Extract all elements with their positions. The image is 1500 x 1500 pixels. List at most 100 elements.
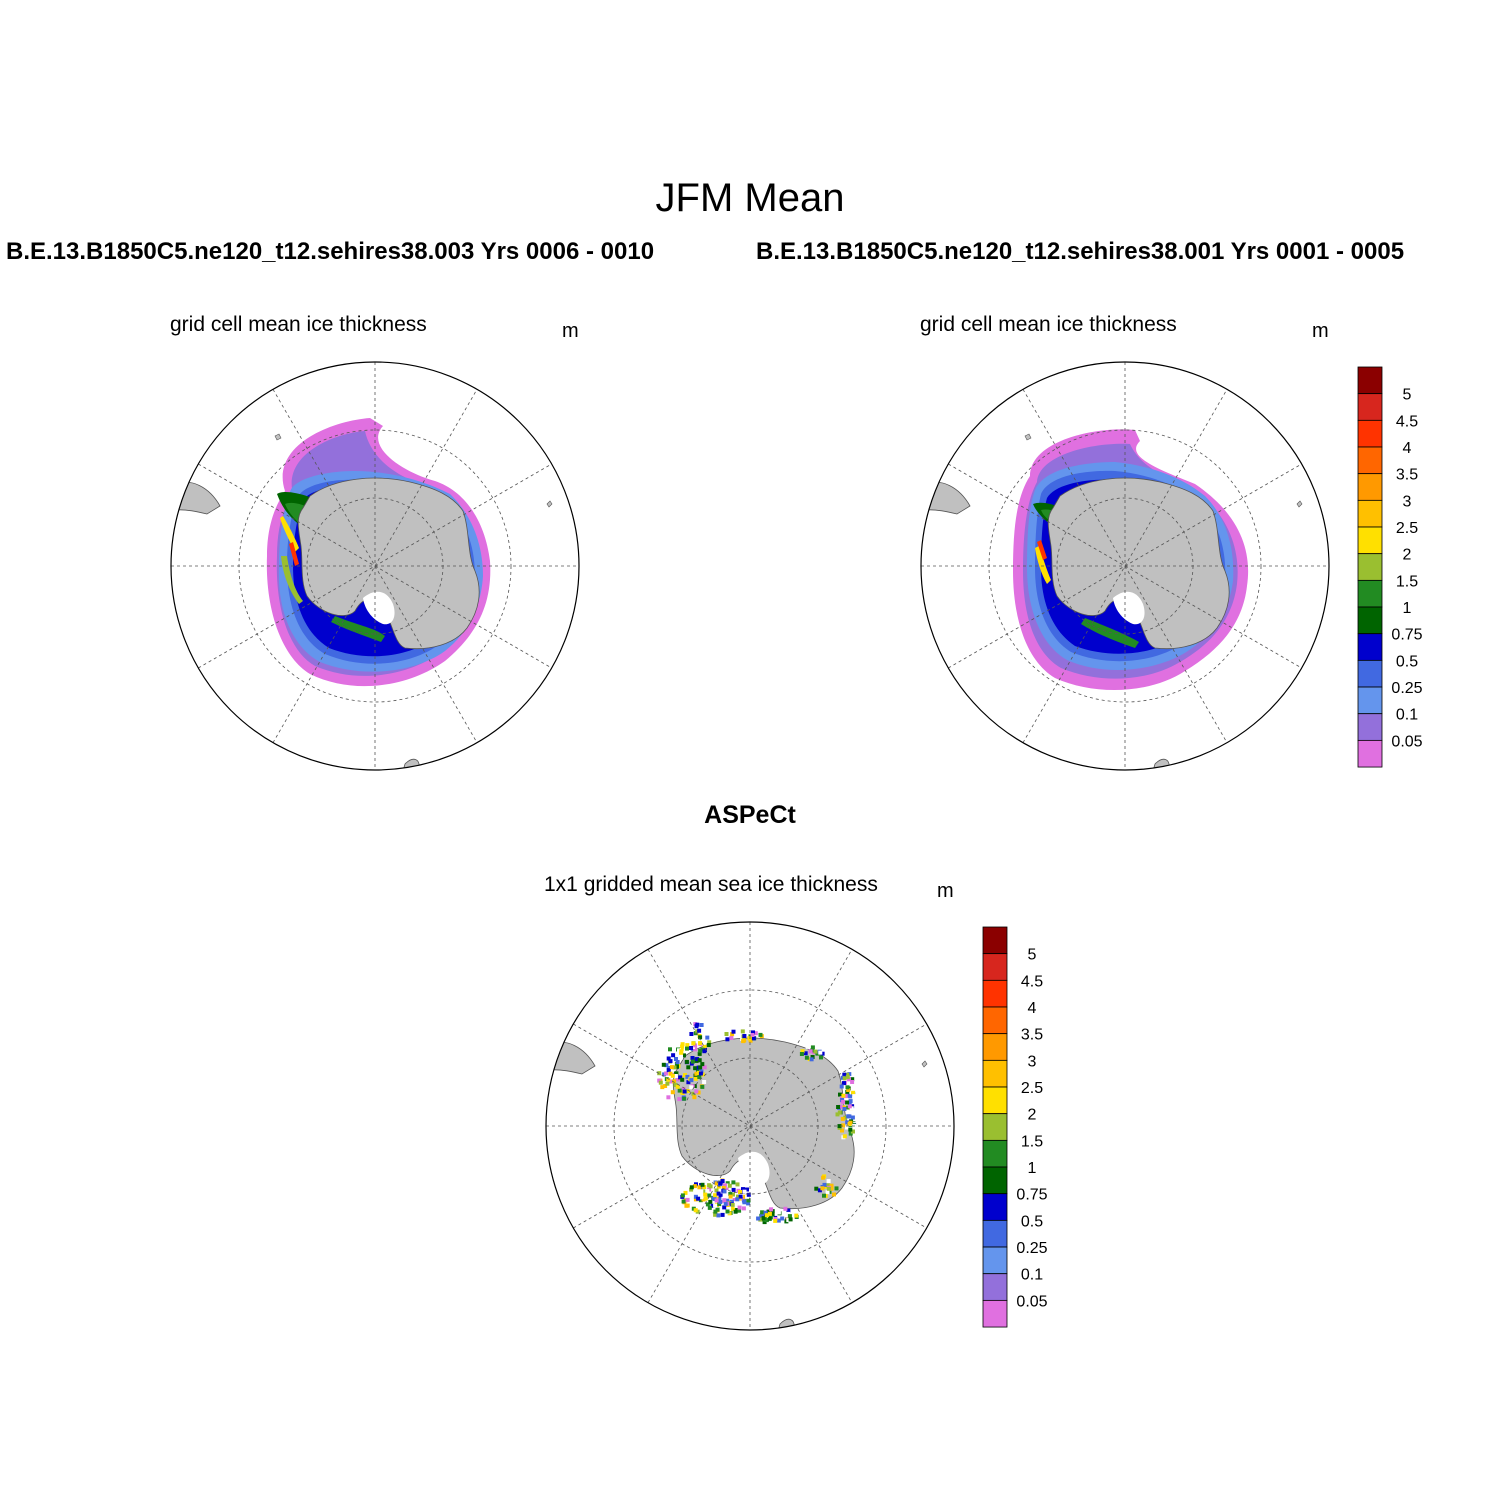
colorbar-label: 5 <box>1403 387 1412 404</box>
units-label-left: m <box>562 320 579 342</box>
observation-point <box>666 1077 671 1082</box>
south-america <box>546 1041 596 1075</box>
observation-point <box>675 1064 679 1069</box>
observation-point <box>745 1187 749 1192</box>
observation-point <box>698 1041 702 1046</box>
observation-point <box>758 1217 763 1222</box>
observation-point <box>699 1195 704 1200</box>
colorbar-label: 0.05 <box>1016 1293 1047 1310</box>
observation-point <box>848 1099 853 1104</box>
colorbar-swatch <box>982 979 1008 1008</box>
ross-ice-shelf <box>363 591 395 625</box>
colorbar-label: 4.5 <box>1021 973 1043 990</box>
observation-point <box>693 1066 698 1071</box>
observation-point <box>707 1205 712 1210</box>
observation-point <box>758 1032 763 1037</box>
observation-point <box>697 1051 702 1056</box>
antarctica-land <box>1047 477 1230 650</box>
observation-point <box>834 1186 839 1191</box>
observation-point <box>729 1035 734 1040</box>
observation-point <box>825 1190 830 1195</box>
observation-point <box>658 1080 663 1085</box>
colorbar-label: 2.5 <box>1021 1080 1043 1097</box>
observation-point <box>840 1116 845 1121</box>
observation-point <box>693 1194 698 1199</box>
observation-point <box>700 1084 705 1089</box>
observation-point <box>822 1182 827 1187</box>
observation-point <box>707 1040 712 1045</box>
ross-ice-shelf <box>1113 591 1145 625</box>
observation-point <box>751 1030 755 1035</box>
observation-point <box>845 1120 850 1125</box>
colorbar-label: 2 <box>1403 547 1412 564</box>
observation-point <box>700 1182 705 1187</box>
observation-point <box>727 1183 732 1188</box>
observation-point <box>697 1058 702 1063</box>
observation-point <box>829 1186 834 1191</box>
observation-point <box>680 1193 685 1198</box>
observation-point <box>690 1056 695 1060</box>
observation-point <box>819 1055 823 1060</box>
observation-point <box>703 1192 708 1197</box>
observation-point <box>695 1057 700 1062</box>
observation-point <box>703 1196 708 1201</box>
observation-point <box>697 1028 702 1033</box>
observation-point <box>668 1071 673 1076</box>
observation-point <box>849 1106 854 1111</box>
observation-point <box>713 1203 718 1208</box>
observation-point <box>722 1183 727 1188</box>
observation-point <box>847 1077 851 1082</box>
observation-point <box>748 1038 753 1043</box>
observation-point <box>843 1115 848 1120</box>
observation-point <box>708 1184 713 1189</box>
colorbar-label: 1.5 <box>1396 573 1418 590</box>
colorbar-label: 3.5 <box>1396 467 1418 484</box>
observation-point <box>837 1110 842 1115</box>
observation-point <box>671 1053 676 1058</box>
observation-point <box>725 1181 730 1186</box>
observation-point <box>845 1125 849 1130</box>
observation-point <box>664 1071 669 1076</box>
observation-point <box>850 1077 855 1082</box>
colorbar-swatch <box>982 1246 1008 1275</box>
observation-point <box>691 1041 696 1046</box>
observation-point <box>682 1089 687 1094</box>
observation-point <box>845 1074 850 1079</box>
observation-point <box>683 1073 687 1078</box>
observation-point <box>742 1189 747 1194</box>
observation-point <box>742 1038 747 1043</box>
observation-point <box>837 1124 842 1129</box>
observation-point <box>762 1220 767 1225</box>
observation-point <box>851 1129 855 1134</box>
observation-point <box>783 1206 788 1211</box>
observation-point <box>720 1212 725 1217</box>
observation-point <box>693 1043 698 1048</box>
observation-point <box>818 1050 823 1055</box>
observation-point <box>788 1217 793 1222</box>
observation-point <box>841 1093 846 1098</box>
observation-point <box>662 1072 667 1077</box>
observation-point <box>738 1194 743 1199</box>
observation-point <box>657 1078 662 1083</box>
observation-point <box>695 1209 700 1214</box>
small-island-1 <box>274 433 282 441</box>
observation-point <box>702 1080 707 1084</box>
observation-point <box>817 1188 822 1193</box>
observation-point <box>683 1190 688 1195</box>
observation-point <box>730 1202 735 1207</box>
observation-point <box>842 1107 847 1111</box>
observation-point <box>845 1072 850 1077</box>
observation-point <box>735 1182 740 1187</box>
observation-point <box>705 1189 710 1194</box>
observation-point <box>846 1093 851 1098</box>
observation-point <box>695 1022 700 1027</box>
observation-point <box>810 1055 815 1059</box>
observation-point <box>702 1049 707 1054</box>
observation-point <box>760 1210 765 1215</box>
observation-point <box>679 1090 684 1094</box>
colorbar-label: 0.1 <box>1021 1267 1043 1284</box>
observation-point <box>697 1075 702 1079</box>
observation-point <box>694 1089 699 1094</box>
observation-point <box>731 1187 736 1192</box>
observation-point <box>821 1175 826 1180</box>
